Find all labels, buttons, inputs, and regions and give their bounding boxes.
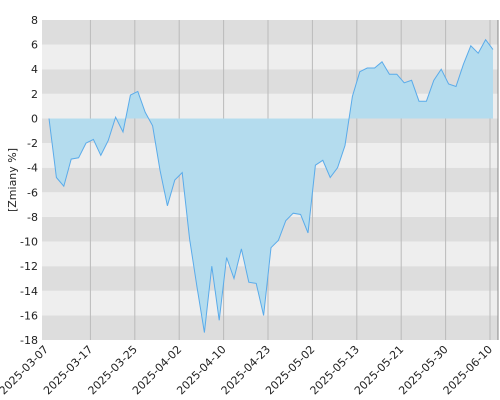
y-tick-label: 8 <box>31 14 38 27</box>
y-axis-label: [Zmiany %] <box>6 148 19 212</box>
y-tick-label: -12 <box>20 260 38 273</box>
y-tick-label: 4 <box>31 63 38 76</box>
grid-band <box>42 290 498 316</box>
grid-band <box>42 69 498 94</box>
y-tick-label: -2 <box>27 137 38 150</box>
y-tick-label: -10 <box>20 236 38 249</box>
y-tick-label: -4 <box>27 162 38 175</box>
y-tick-label: -14 <box>20 285 38 298</box>
line <box>48 38 494 333</box>
y-tick-label: -18 <box>20 334 38 347</box>
grid-band <box>42 315 498 340</box>
y-tick-label: 6 <box>31 39 38 52</box>
area <box>49 39 493 333</box>
y-tick-label: -6 <box>27 186 38 199</box>
grid-band <box>42 20 498 45</box>
y-tick-label: 2 <box>31 88 38 101</box>
grid-band <box>42 44 498 70</box>
grid-band <box>42 266 498 291</box>
y-tick-label: 0 <box>31 112 38 125</box>
y-tick-label: -16 <box>20 309 38 322</box>
y-tick-label: -8 <box>27 211 38 224</box>
